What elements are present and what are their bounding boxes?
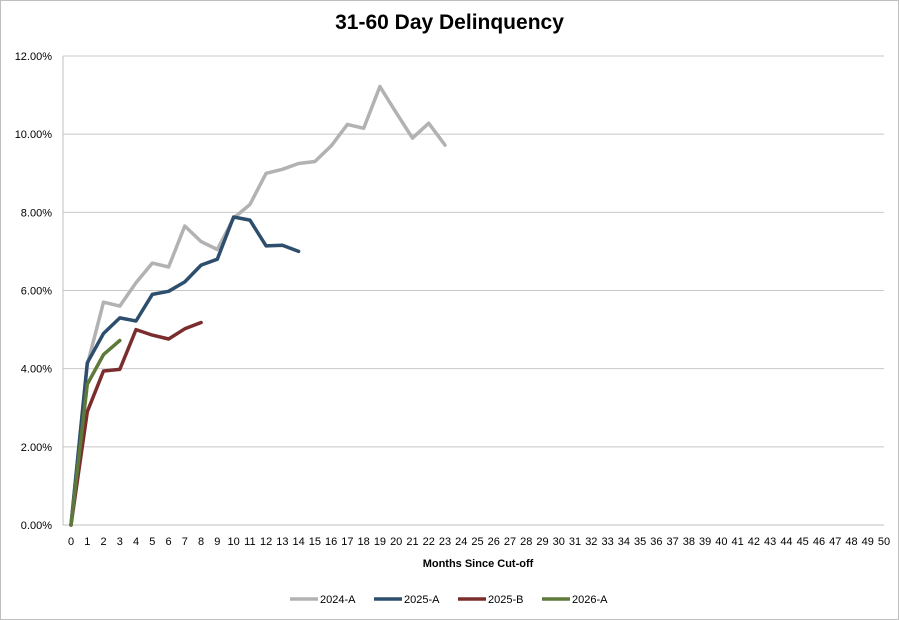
y-tick-labels: 0.00% 2.00% 4.00% 6.00% 8.00% 10.00% 12.00% bbox=[15, 51, 53, 532]
x-tick-label: 12 bbox=[260, 536, 272, 548]
x-tick-label: 41 bbox=[732, 536, 744, 548]
x-tick-label: 1 bbox=[84, 536, 90, 548]
x-tick-label: 37 bbox=[666, 536, 678, 548]
x-tick-label: 45 bbox=[797, 536, 809, 548]
x-axis-label: Months Since Cut-off bbox=[423, 558, 534, 570]
x-tick-label: 33 bbox=[601, 536, 613, 548]
x-tick-label: 43 bbox=[764, 536, 776, 548]
x-tick-label: 19 bbox=[374, 536, 386, 548]
x-tick-label: 48 bbox=[845, 536, 857, 548]
y-tick-label: 0.00% bbox=[21, 520, 52, 532]
x-tick-label: 14 bbox=[293, 536, 305, 548]
x-tick-label: 24 bbox=[455, 536, 467, 548]
x-tick-label: 42 bbox=[748, 536, 760, 548]
x-tick-label: 38 bbox=[683, 536, 695, 548]
x-tick-label: 6 bbox=[165, 536, 171, 548]
x-tick-label: 22 bbox=[423, 536, 435, 548]
x-tick-label: 28 bbox=[520, 536, 532, 548]
x-tick-label: 13 bbox=[276, 536, 288, 548]
x-tick-label: 44 bbox=[780, 536, 792, 548]
x-tick-label: 10 bbox=[227, 536, 239, 548]
y-tick-label: 2.00% bbox=[21, 442, 52, 454]
x-tick-label: 16 bbox=[325, 536, 337, 548]
x-tick-label: 31 bbox=[569, 536, 581, 548]
series-lines bbox=[69, 84, 447, 527]
x-tick-label: 15 bbox=[309, 536, 321, 548]
x-tick-label: 32 bbox=[585, 536, 597, 548]
x-tick-label: 5 bbox=[149, 536, 155, 548]
y-tick-label: 6.00% bbox=[21, 286, 52, 298]
x-tick-label: 2 bbox=[100, 536, 106, 548]
x-tick-label: 9 bbox=[214, 536, 220, 548]
x-tick-labels: 0 1 2 3 4 5 6 7 8 9 10 11 12 13 14 15 16 17 18 19 20 21 22 23 24… bbox=[68, 536, 890, 548]
x-tick-label: 40 bbox=[715, 536, 727, 548]
x-tick-label: 8 bbox=[198, 536, 204, 548]
x-tick-label: 47 bbox=[829, 536, 841, 548]
y-tick-label: 10.00% bbox=[15, 129, 53, 141]
series-line-2026-A bbox=[69, 338, 122, 527]
y-tick-label: 8.00% bbox=[21, 207, 52, 219]
x-tick-label: 35 bbox=[634, 536, 646, 548]
x-tick-label: 27 bbox=[504, 536, 516, 548]
chart-title: 31-60 Day Delinquency bbox=[335, 11, 564, 34]
legend-entry: 2025-B bbox=[488, 594, 523, 606]
legend-entry: 2026-A bbox=[572, 594, 608, 606]
series-line-2025-A bbox=[69, 215, 301, 527]
x-tick-label: 34 bbox=[618, 536, 630, 548]
x-tick-label: 50 bbox=[878, 536, 890, 548]
x-tick-label: 49 bbox=[862, 536, 874, 548]
series-line-2024-A bbox=[69, 84, 447, 527]
x-tick-label: 0 bbox=[68, 536, 74, 548]
y-tick-label: 4.00% bbox=[21, 364, 52, 376]
y-tick-label: 12.00% bbox=[15, 51, 53, 63]
x-tick-label: 7 bbox=[182, 536, 188, 548]
x-tick-label: 25 bbox=[471, 536, 483, 548]
x-tick-label: 20 bbox=[390, 536, 402, 548]
x-tick-label: 39 bbox=[699, 536, 711, 548]
x-tick-label: 29 bbox=[536, 536, 548, 548]
x-tick-label: 36 bbox=[650, 536, 662, 548]
x-tick-label: 46 bbox=[813, 536, 825, 548]
x-tick-label: 18 bbox=[358, 536, 370, 548]
axes bbox=[62, 56, 884, 526]
x-tick-label: 4 bbox=[133, 536, 139, 548]
x-tick-label: 21 bbox=[406, 536, 418, 548]
gridlines bbox=[63, 55, 884, 526]
x-tick-label: 17 bbox=[341, 536, 353, 548]
x-tick-label: 26 bbox=[488, 536, 500, 548]
legend-entry: 2024-A bbox=[320, 594, 356, 606]
x-tick-label: 23 bbox=[439, 536, 451, 548]
x-tick-label: 11 bbox=[244, 536, 255, 548]
x-tick-label: 3 bbox=[117, 536, 123, 548]
series-line-2025-B bbox=[69, 320, 203, 527]
legend-entry: 2025-A bbox=[404, 594, 440, 606]
legend: 2024-A 2025-A 2025-B 2026-A bbox=[290, 594, 608, 606]
x-tick-label: 30 bbox=[553, 536, 565, 548]
